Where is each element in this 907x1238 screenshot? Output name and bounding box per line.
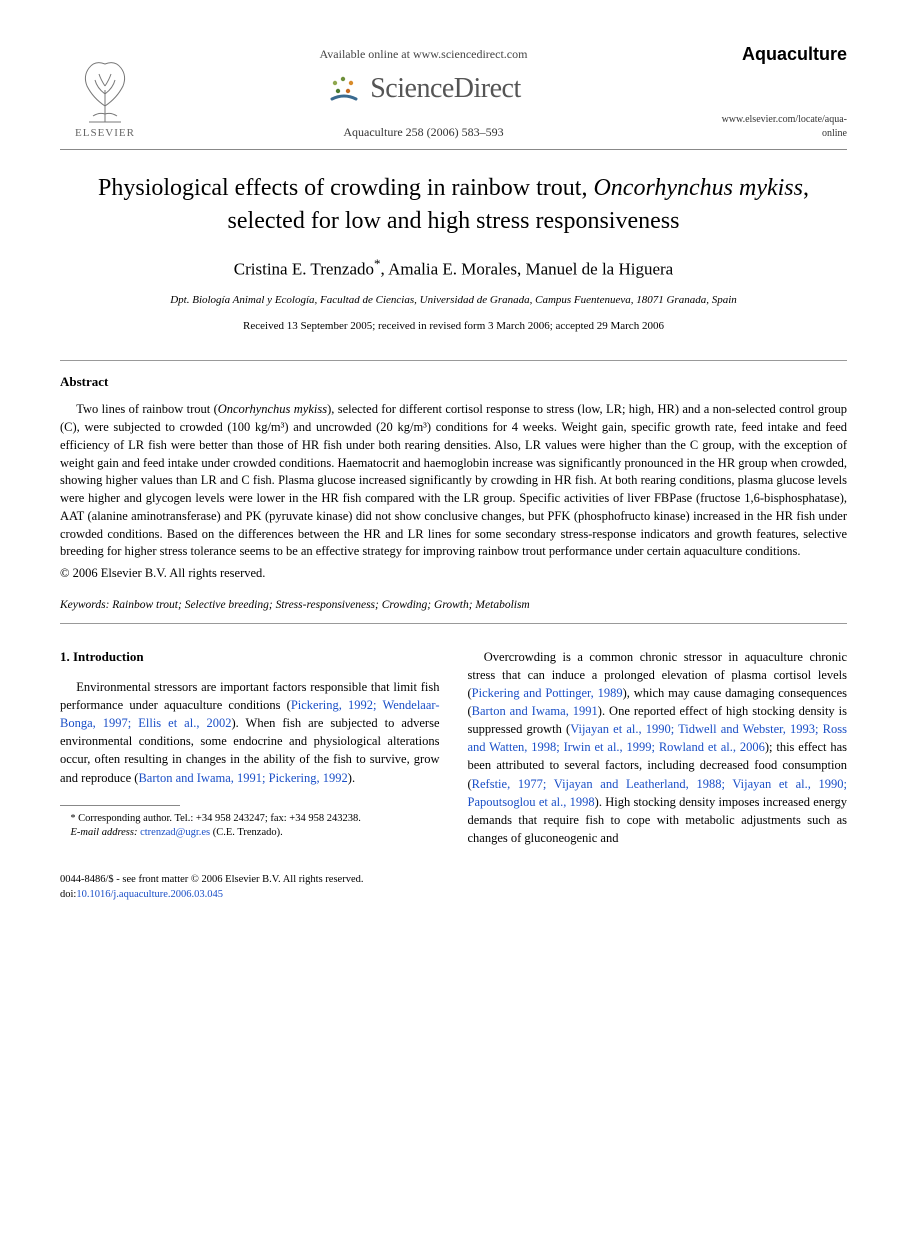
article-title: Physiological effects of crowding in rai…	[70, 172, 837, 237]
publisher-label: ELSEVIER	[75, 126, 135, 141]
header-row: ELSEVIER Available online at www.science…	[60, 42, 847, 141]
abstract-copyright: © 2006 Elsevier B.V. All rights reserved…	[60, 565, 847, 583]
left-column: 1. Introduction Environmental stressors …	[60, 648, 440, 847]
footnote-star-icon: *	[71, 813, 76, 824]
authors: Cristina E. Trenzado*, Amalia E. Morales…	[60, 255, 847, 281]
footer-line1: 0044-8486/$ - see front matter © 2006 El…	[60, 873, 847, 888]
abstract-bottom-rule	[60, 623, 847, 624]
email-paren: (C.E. Trenzado).	[210, 827, 283, 838]
center-header: Available online at www.sciencedirect.co…	[150, 46, 697, 141]
corresponding-footnote: * Corresponding author. Tel.: +34 958 24…	[60, 812, 440, 827]
body-columns: 1. Introduction Environmental stressors …	[60, 648, 847, 847]
citation[interactable]: Barton and Iwama, 1991; Pickering, 1992	[138, 771, 347, 785]
abstract-top-rule	[60, 360, 847, 361]
abstract-pre: Two lines of rainbow trout (	[76, 402, 217, 416]
author-2: Amalia E. Morales	[388, 260, 517, 279]
page-footer: 0044-8486/$ - see front matter © 2006 El…	[60, 873, 847, 902]
footnote-rule	[60, 805, 180, 806]
page-container: ELSEVIER Available online at www.science…	[0, 0, 907, 942]
email-link[interactable]: ctrenzad@ugr.es	[140, 827, 210, 838]
abstract-post: ), selected for different cortisol respo…	[60, 402, 847, 558]
intro-heading: 1. Introduction	[60, 648, 440, 666]
journal-url: www.elsevier.com/locate/aqua-online	[697, 113, 847, 141]
citation[interactable]: Pickering and Pottinger, 1989	[472, 686, 623, 700]
sciencedirect-wordmark: ScienceDirect	[370, 69, 521, 108]
elsevier-tree-icon	[73, 46, 137, 124]
article-dates: Received 13 September 2005; received in …	[60, 319, 847, 334]
journal-name: Aquaculture	[742, 42, 847, 67]
email-label: E-mail address:	[71, 827, 138, 838]
footnote-corr-text: Corresponding author. Tel.: +34 958 2432…	[78, 813, 361, 824]
doi-link[interactable]: 10.1016/j.aquaculture.2006.03.045	[76, 889, 223, 900]
abstract-body: Two lines of rainbow trout (Oncorhynchus…	[60, 401, 847, 561]
author-1: Cristina E. Trenzado	[234, 260, 374, 279]
affiliation: Dpt. Biología Animal y Ecología, Faculta…	[60, 293, 847, 308]
header-rule	[60, 149, 847, 150]
citation[interactable]: Barton and Iwama, 1991	[472, 704, 598, 718]
sciencedirect-logo: ScienceDirect	[326, 69, 521, 108]
email-footnote: E-mail address: ctrenzad@ugr.es (C.E. Tr…	[60, 826, 440, 841]
intro-para-right: Overcrowding is a common chronic stresso…	[468, 648, 848, 847]
intro-l-c: ).	[348, 771, 355, 785]
doi-label: doi:	[60, 889, 76, 900]
available-online-text: Available online at www.sciencedirect.co…	[320, 46, 528, 63]
title-pre: Physiological effects of crowding in rai…	[98, 175, 593, 201]
publisher-block: ELSEVIER	[60, 46, 150, 141]
author-3: Manuel de la Higuera	[525, 260, 673, 279]
sciencedirect-icon	[326, 71, 362, 107]
intro-para-left: Environmental stressors are important fa…	[60, 678, 440, 787]
corresponding-mark: *	[374, 256, 381, 271]
right-header: Aquaculture www.elsevier.com/locate/aqua…	[697, 42, 847, 141]
abstract-species: Oncorhynchus mykiss	[218, 402, 327, 416]
title-species: Oncorhynchus mykiss	[593, 175, 803, 201]
abstract-heading: Abstract	[60, 373, 847, 391]
keywords: Keywords: Rainbow trout; Selective breed…	[60, 597, 847, 613]
keywords-label: Keywords:	[60, 599, 109, 611]
footer-doi-line: doi:10.1016/j.aquaculture.2006.03.045	[60, 888, 847, 903]
keywords-list: Rainbow trout; Selective breeding; Stres…	[109, 599, 529, 611]
right-column: Overcrowding is a common chronic stresso…	[468, 648, 848, 847]
journal-reference: Aquaculture 258 (2006) 583–593	[343, 124, 503, 141]
